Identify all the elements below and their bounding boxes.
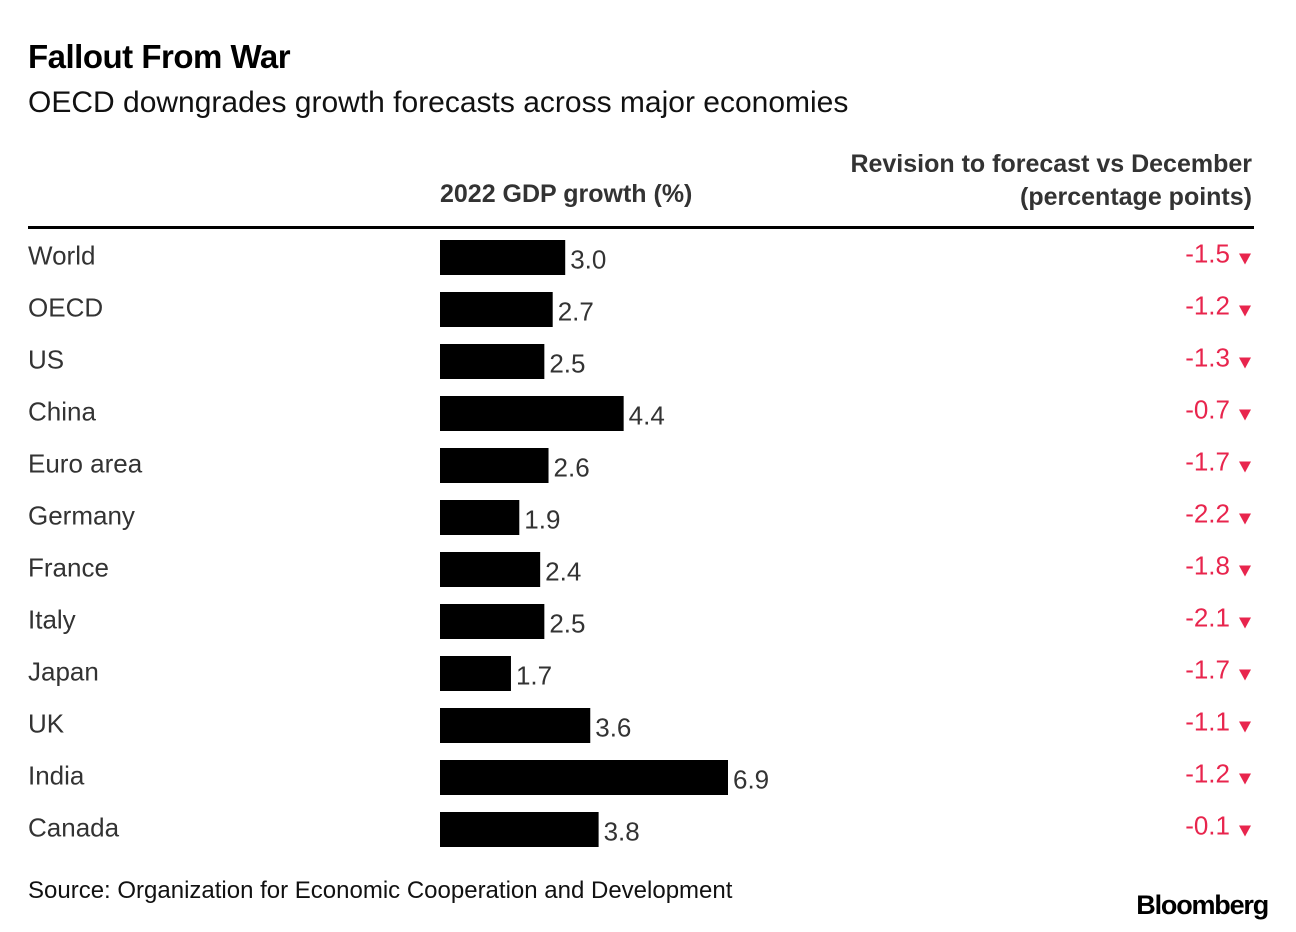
bar-italy [440,604,545,639]
bar-china [440,396,624,431]
revision-label-us: -1.3 [1185,342,1230,372]
chart-title: Fallout From War [28,38,291,75]
revision-label-italy: -2.1 [1185,602,1230,632]
growth-column-header: 2022 GDP growth (%) [440,180,693,208]
revision-label-india: -1.2 [1185,758,1230,788]
down-triangle-icon [1239,305,1251,317]
down-triangle-icon [1239,461,1251,473]
category-label-france: France [28,552,109,582]
source-note: Source: Organization for Economic Cooper… [28,877,733,904]
value-label-india: 6.9 [733,764,769,794]
down-triangle-icon [1239,721,1251,733]
bloomberg-logo: Bloomberg [1136,890,1269,920]
revision-label-germany: -2.2 [1185,498,1230,528]
down-triangle-icon [1239,617,1251,629]
bar-japan [440,656,511,691]
down-triangle-icon [1239,825,1251,837]
bar-us [440,344,545,379]
down-triangle-icon [1239,513,1251,525]
category-label-world: World [28,240,95,270]
revision-header-line-2: (percentage points) [1020,183,1252,211]
value-label-japan: 1.7 [516,660,552,690]
down-triangle-icon [1239,357,1251,369]
value-label-china: 4.4 [629,400,665,430]
category-label-japan: Japan [28,656,99,686]
category-label-oecd: OECD [28,292,103,322]
category-label-germany: Germany [28,500,135,530]
down-triangle-icon [1239,669,1251,681]
value-label-italy: 2.5 [549,608,585,638]
revision-label-uk: -1.1 [1185,706,1230,736]
chart-subtitle: OECD downgrades growth forecasts across … [28,86,849,119]
bar-euro-area [440,448,549,483]
bar-germany [440,500,520,535]
category-label-italy: Italy [28,604,76,634]
revision-label-canada: -0.1 [1185,810,1230,840]
down-triangle-icon [1239,409,1251,421]
down-triangle-icon [1239,565,1251,577]
value-label-world: 3.0 [570,244,606,274]
revision-label-japan: -1.7 [1185,654,1230,684]
value-label-us: 2.5 [549,348,585,378]
bar-canada [440,812,599,847]
category-label-india: India [28,760,85,790]
value-label-oecd: 2.7 [558,296,594,326]
value-label-germany: 1.9 [524,504,560,534]
bar-france [440,552,541,587]
category-label-canada: Canada [28,812,120,842]
revision-column-header: Revision to forecast vs December (percen… [692,148,1252,214]
revision-label-world: -1.5 [1185,238,1230,268]
category-label-china: China [28,396,96,426]
bar-oecd [440,292,553,327]
value-label-canada: 3.8 [604,816,640,846]
down-triangle-icon [1239,773,1251,785]
revision-label-euro-area: -1.7 [1185,446,1230,476]
bar-uk [440,708,591,743]
value-label-france: 2.4 [545,556,581,586]
revision-header-line-1: Revision to forecast vs December [850,150,1252,178]
category-label-uk: UK [28,708,65,738]
bar-world [440,240,566,275]
category-label-euro-area: Euro area [28,448,143,478]
bar-india [440,760,728,795]
revision-label-oecd: -1.2 [1185,290,1230,320]
header-divider [28,226,1254,229]
revision-label-france: -1.8 [1185,550,1230,580]
value-label-euro-area: 2.6 [554,452,590,482]
down-triangle-icon [1239,253,1251,265]
category-label-us: US [28,344,64,374]
value-label-uk: 3.6 [595,712,631,742]
revision-label-china: -0.7 [1185,394,1230,424]
